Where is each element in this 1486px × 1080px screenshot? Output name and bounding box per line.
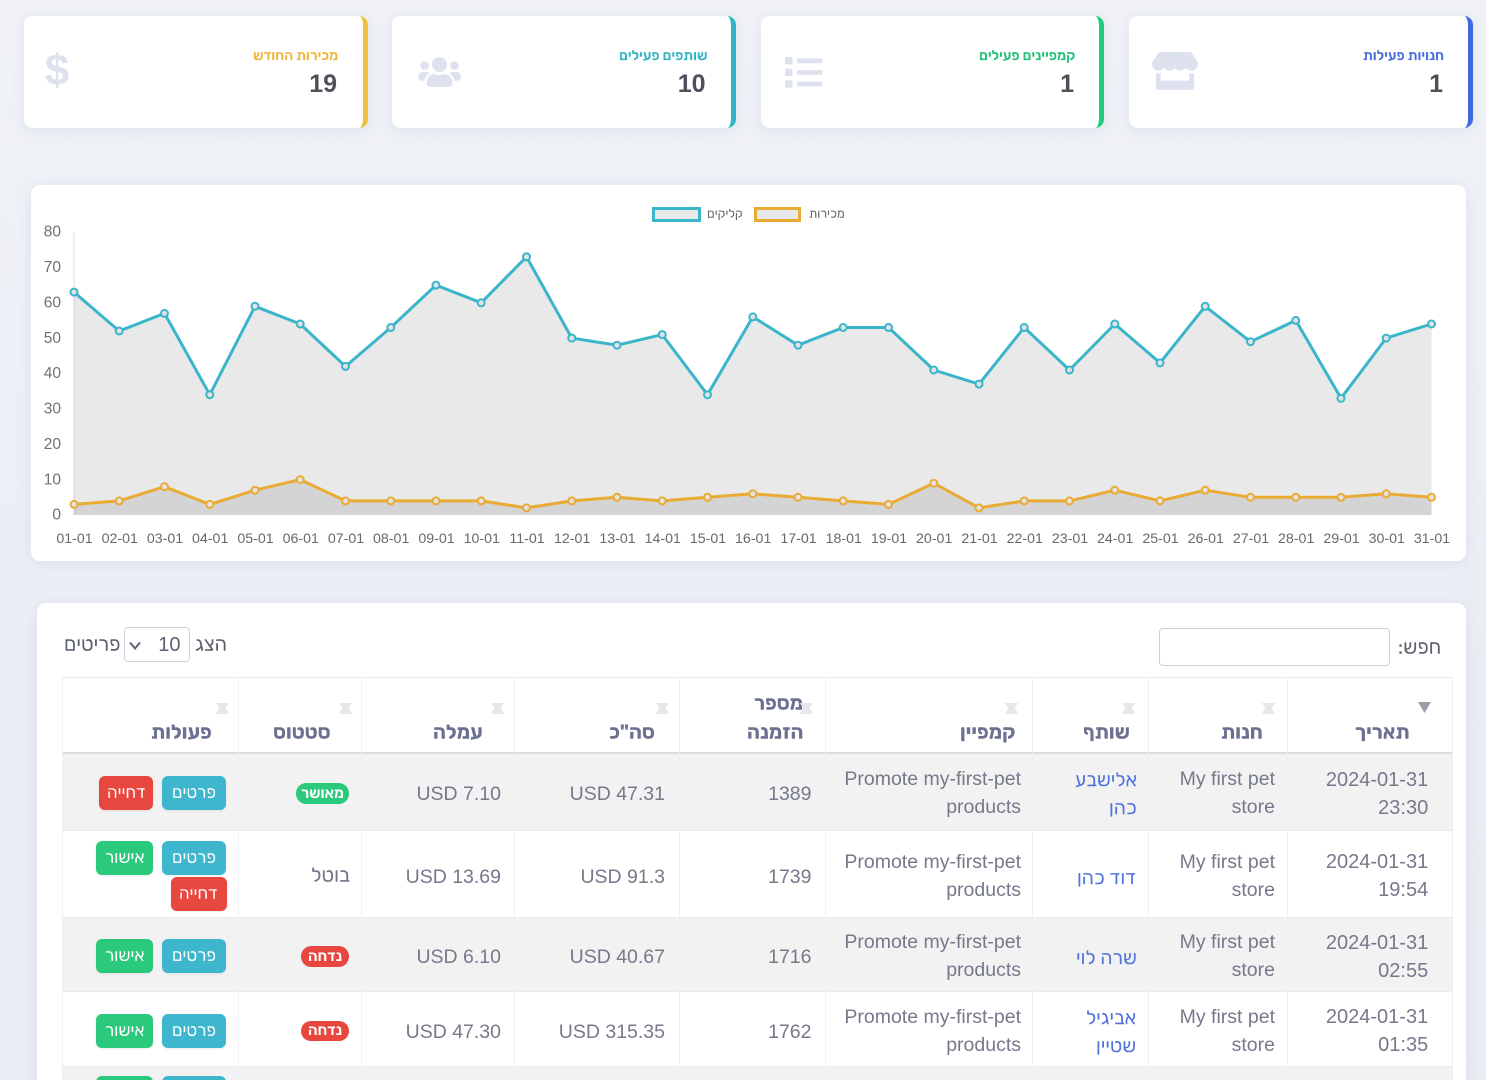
svg-text:27-01: 27-01 <box>1233 531 1269 547</box>
svg-text:03-01: 03-01 <box>147 531 183 547</box>
svg-text:06-01: 06-01 <box>283 531 319 547</box>
svg-text:20: 20 <box>44 436 62 453</box>
svg-text:22-01: 22-01 <box>1007 531 1043 547</box>
svg-text:17-01: 17-01 <box>780 531 816 547</box>
svg-text:13-01: 13-01 <box>599 531 635 547</box>
svg-text:07-01: 07-01 <box>328 531 364 547</box>
svg-text:26-01: 26-01 <box>1188 531 1224 547</box>
svg-text:04-01: 04-01 <box>192 531 228 547</box>
svg-text:19-01: 19-01 <box>871 531 907 547</box>
svg-text:10-01: 10-01 <box>464 531 500 547</box>
svg-text:08-01: 08-01 <box>373 531 409 547</box>
svg-text:15-01: 15-01 <box>690 531 726 547</box>
svg-text:40: 40 <box>44 365 62 382</box>
svg-text:50: 50 <box>44 330 62 347</box>
svg-text:23-01: 23-01 <box>1052 531 1088 547</box>
svg-text:18-01: 18-01 <box>826 531 862 547</box>
svg-text:20-01: 20-01 <box>916 531 952 547</box>
svg-text:60: 60 <box>44 295 62 312</box>
svg-text:31-01: 31-01 <box>1414 531 1450 547</box>
svg-text:11-01: 11-01 <box>509 531 544 547</box>
svg-text:25-01: 25-01 <box>1142 531 1178 547</box>
svg-text:12-01: 12-01 <box>554 531 590 547</box>
svg-text:28-01: 28-01 <box>1278 531 1314 547</box>
svg-text:02-01: 02-01 <box>102 531 138 547</box>
svg-text:80: 80 <box>44 224 62 241</box>
svg-text:05-01: 05-01 <box>237 531 273 547</box>
svg-text:16-01: 16-01 <box>735 531 771 547</box>
svg-text:0: 0 <box>52 507 61 524</box>
svg-text:09-01: 09-01 <box>418 531 454 547</box>
svg-text:10: 10 <box>44 471 62 488</box>
svg-text:30: 30 <box>44 401 62 418</box>
svg-text:30-01: 30-01 <box>1369 531 1405 547</box>
svg-text:24-01: 24-01 <box>1097 531 1133 547</box>
svg-text:21-01: 21-01 <box>961 531 997 547</box>
svg-text:70: 70 <box>44 259 62 276</box>
svg-text:14-01: 14-01 <box>645 531 681 547</box>
svg-text:01-01: 01-01 <box>56 531 92 547</box>
svg-text:29-01: 29-01 <box>1323 531 1359 547</box>
